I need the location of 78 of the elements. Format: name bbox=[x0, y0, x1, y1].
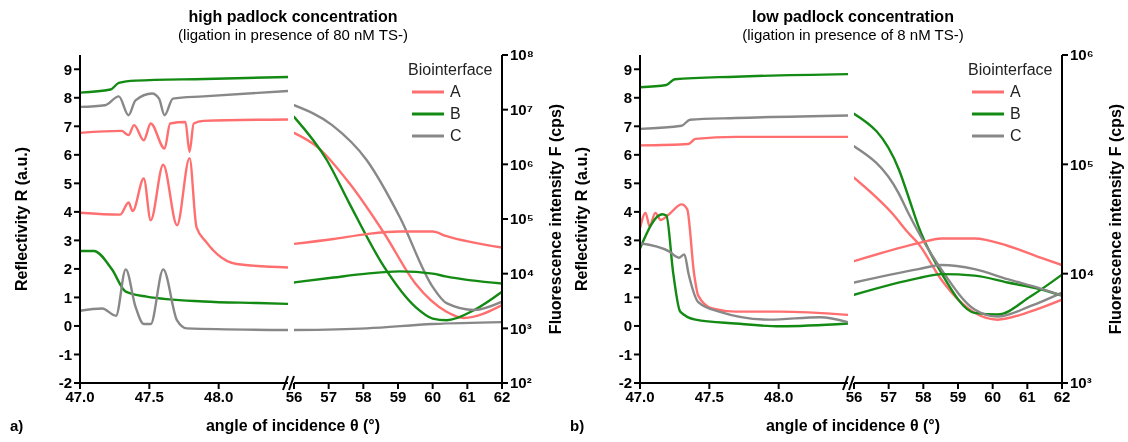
y-tick-label: 0 bbox=[63, 317, 72, 335]
y2-tick-label: 10⁶ bbox=[510, 155, 534, 173]
y-tick-label: 8 bbox=[623, 89, 632, 107]
x-tick-label: 56 bbox=[845, 387, 863, 405]
legend-label: C bbox=[450, 127, 462, 145]
chart-subtitle: (ligation in presence of 8 nM TS-) bbox=[741, 26, 965, 44]
x-tick-label: 59 bbox=[949, 387, 967, 405]
line-series bbox=[640, 135, 848, 147]
y2-tick-label: 10⁵ bbox=[1070, 155, 1094, 173]
y-tick-label: 7 bbox=[623, 117, 632, 135]
legend-title: Biointerface bbox=[408, 61, 493, 79]
y-tick-label: -1 bbox=[618, 345, 632, 363]
y2-tick-label: 10⁸ bbox=[510, 46, 534, 64]
y-axis-title: Reflectivity R (a.u.) bbox=[13, 146, 31, 292]
y2-tick-label: 10³ bbox=[510, 319, 532, 337]
y-tick-label: 6 bbox=[63, 146, 72, 164]
y2-tick-label: 10⁷ bbox=[510, 100, 533, 118]
y-tick-label: 4 bbox=[623, 203, 633, 221]
y-tick-label: -1 bbox=[58, 345, 72, 363]
y-tick-label: 1 bbox=[63, 288, 72, 306]
x-axis-title: angle of incidence θ (°) bbox=[204, 417, 382, 435]
x-tick-label: 48.0 bbox=[204, 387, 234, 405]
x-tick-label: 57 bbox=[320, 387, 338, 405]
y-tick-label: 5 bbox=[63, 174, 72, 192]
y-axis-title: Reflectivity R (a.u.) bbox=[573, 146, 591, 292]
y-tick-label: 2 bbox=[63, 260, 72, 278]
y-tick-label: 7 bbox=[63, 117, 72, 135]
y-tick-label: 6 bbox=[623, 146, 632, 164]
y-tick-label: 5 bbox=[623, 174, 632, 192]
y-tick-label: 3 bbox=[63, 231, 72, 249]
x-tick-label: 62 bbox=[1053, 387, 1071, 405]
line-series bbox=[640, 114, 848, 131]
chart-subtitle: (ligation in presence of 80 nM TS-) bbox=[177, 26, 409, 44]
y-tick-label: 8 bbox=[63, 89, 72, 107]
y2-tick-label: 10⁵ bbox=[510, 210, 534, 228]
x-tick-label: 47.5 bbox=[134, 387, 164, 405]
line-series bbox=[80, 89, 288, 117]
line-series bbox=[640, 72, 848, 89]
y-tick-label: 0 bbox=[623, 317, 632, 335]
x-tick-label: 60 bbox=[424, 387, 442, 405]
x-tick-label: 62 bbox=[493, 387, 511, 405]
x-tick-label: 57 bbox=[880, 387, 898, 405]
x-tick-label: 61 bbox=[458, 387, 476, 405]
x-tick-label: 58 bbox=[914, 387, 932, 405]
legend-title: Biointerface bbox=[968, 61, 1053, 79]
legend-label: C bbox=[1010, 127, 1022, 145]
line-series bbox=[294, 320, 502, 332]
chart-title: low padlock concentration bbox=[751, 8, 955, 26]
legend-label: A bbox=[1010, 83, 1021, 101]
line-series bbox=[80, 118, 288, 154]
y-tick-label: 1 bbox=[623, 288, 632, 306]
y2-axis-title: Fluorescence intensity F (cps) bbox=[1107, 103, 1125, 335]
y-tick-label: 2 bbox=[623, 260, 632, 278]
legend-label: B bbox=[1010, 105, 1021, 123]
y-tick-label: 4 bbox=[63, 203, 73, 221]
x-tick-label: 59 bbox=[389, 387, 407, 405]
legend-label: B bbox=[450, 105, 461, 123]
y2-tick-label: 10⁴ bbox=[1070, 264, 1095, 282]
x-tick-label: 61 bbox=[1018, 387, 1036, 405]
x-tick-label: 60 bbox=[984, 387, 1002, 405]
text: b) bbox=[570, 417, 585, 434]
y2-tick-label: 10⁴ bbox=[510, 264, 535, 282]
text: a) bbox=[10, 417, 24, 434]
y-tick-label: 9 bbox=[623, 60, 632, 78]
x-axis-title: angle of incidence θ (°) bbox=[764, 417, 942, 435]
y2-tick-label: 10² bbox=[510, 374, 532, 392]
y-tick-label: 3 bbox=[623, 231, 632, 249]
y-tick-label: 9 bbox=[63, 60, 72, 78]
chart-title: high padlock concentration bbox=[187, 8, 399, 26]
x-tick-label: 58 bbox=[354, 387, 372, 405]
x-tick-label: 47.5 bbox=[694, 387, 724, 405]
legend-label: A bbox=[450, 83, 461, 101]
line-series bbox=[80, 75, 288, 94]
x-tick-label: 48.0 bbox=[764, 387, 794, 405]
y2-axis-title: Fluorescence intensity F (cps) bbox=[547, 103, 565, 335]
y2-tick-label: 10⁶ bbox=[1070, 46, 1094, 64]
x-tick-label: 56 bbox=[285, 387, 303, 405]
y2-tick-label: 10³ bbox=[1070, 374, 1092, 392]
